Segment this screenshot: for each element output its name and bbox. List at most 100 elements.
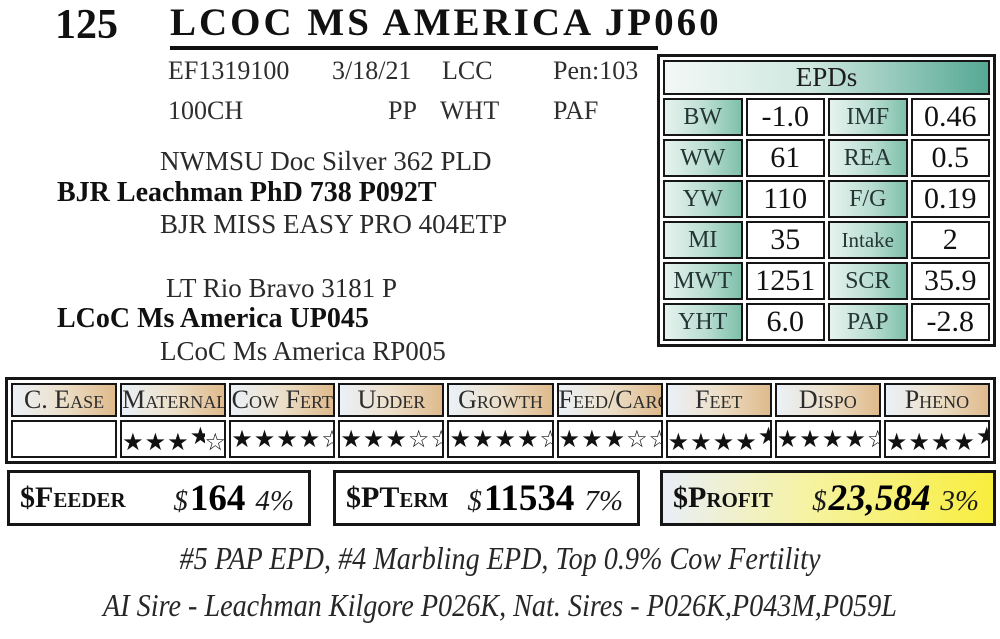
registration-number: EF1319100 (168, 56, 290, 85)
full-star-icon: ★ (449, 425, 472, 453)
half-star-icon: ★ (758, 422, 770, 450)
full-star-icon: ★ (667, 428, 691, 456)
full-star-icon: ★ (844, 425, 867, 453)
epd-table-title: EPDs (663, 60, 990, 95)
full-star-icon: ★ (516, 425, 540, 453)
status-code: PAF (553, 96, 599, 125)
epd-trait: REA (828, 139, 908, 177)
full-star-icon: ★ (122, 428, 145, 456)
full-star-icon: ★ (167, 428, 190, 456)
footnote-sires: AI Sire - Leachman Kilgore P026K, Nat. S… (103, 587, 897, 623)
epd-value: 61 (745, 139, 825, 177)
full-star-icon: ★ (799, 425, 822, 453)
feeder-accuracy: 4% (255, 484, 294, 517)
epd-value: 35 (745, 221, 825, 259)
trait-header-growth: Growth (447, 383, 554, 417)
epd-value: 2 (910, 221, 990, 259)
feeder-amount: 164 (189, 477, 246, 519)
epd-trait: F/G (828, 180, 908, 218)
epd-trait: WW (663, 139, 743, 177)
star-rating-cowfert: ★★★★☆ (229, 420, 336, 458)
trait-header-udder: Udder (338, 383, 445, 417)
trait-stars-row: ★★★★☆ ★★★★☆ ★★★☆☆ ★★★★☆ ★★★☆☆ ★★★★★ ★★★★… (11, 420, 990, 458)
outline-star-icon: ☆ (407, 425, 431, 453)
pedigree-dams-dam: LCoC Ms America RP005 (160, 336, 446, 366)
full-star-icon: ★ (471, 425, 495, 453)
outline-star-icon: ☆ (540, 425, 552, 453)
epd-value: 1251 (745, 262, 825, 300)
lot-number: 125 (55, 2, 118, 48)
star-rating-dispo: ★★★★☆ (774, 420, 881, 458)
full-star-icon: ★ (253, 425, 277, 453)
epd-row: YHT 6.0 PAP -2.8 (663, 303, 990, 341)
trait-header-feedcarc: Feed/Carc (556, 383, 663, 417)
trait-header-feet: Feet (665, 383, 772, 417)
outline-star-icon: ☆ (626, 425, 649, 453)
star-rating-maternal: ★★★★☆ (120, 420, 227, 458)
pterm-amount: 11534 (483, 477, 575, 519)
full-star-icon: ★ (362, 425, 386, 453)
pedigree-sires-sire: NWMSU Doc Silver 362 PLD (160, 146, 492, 176)
star-rating-cease (11, 420, 118, 458)
star-rating-pheno: ★★★★★ (883, 420, 990, 458)
full-star-icon: ★ (712, 428, 736, 456)
half-star-icon: ★ (190, 422, 205, 450)
full-star-icon: ★ (603, 425, 627, 453)
pterm-value-box: $PTerm $ 11534 7% (333, 470, 640, 526)
epd-trait: IMF (828, 98, 908, 136)
epd-trait: MI (663, 221, 743, 259)
birth-date: 3/18/21 (332, 56, 412, 85)
epd-row: MI 35 Intake 2 (663, 221, 990, 259)
feeder-value: $ 164 4% (173, 477, 294, 520)
full-star-icon: ★ (385, 425, 408, 453)
epd-trait: YW (663, 180, 743, 218)
epd-value: 0.5 (910, 139, 990, 177)
full-star-icon: ★ (735, 428, 758, 456)
full-star-icon: ★ (340, 425, 363, 453)
epd-trait: BW (663, 98, 743, 136)
outline-star-icon: ☆ (867, 425, 879, 453)
epd-value: 110 (745, 180, 825, 218)
full-star-icon: ★ (144, 428, 168, 456)
full-star-icon: ★ (581, 425, 604, 453)
epd-trait: YHT (663, 303, 743, 341)
profit-label: $Profit (673, 481, 773, 514)
epd-value: 0.19 (910, 180, 990, 218)
pen-number: Pen:103 (553, 56, 639, 85)
profit-accuracy: 3% (940, 484, 979, 517)
full-star-icon: ★ (231, 425, 254, 453)
pterm-accuracy: 7% (584, 484, 623, 517)
full-star-icon: ★ (558, 425, 582, 453)
pedigree-sire: BJR Leachman PhD 738 P092T (57, 177, 437, 208)
horn-status: PP (388, 96, 417, 125)
pedigree-dams-sire: LT Rio Bravo 3181 P (166, 273, 398, 303)
herd-code: LCC (442, 56, 493, 85)
half-star-icon: ★ (976, 422, 988, 450)
trait-header-cease: C. Ease (11, 383, 118, 417)
star-rating-feedcarc: ★★★☆☆ (556, 420, 663, 458)
feeder-value-box: $Feeder $ 164 4% (7, 470, 311, 526)
star-rating-feet: ★★★★★ (665, 420, 772, 458)
outline-star-icon: ☆ (430, 425, 442, 453)
epd-value: -1.0 (745, 98, 825, 136)
epd-row: MWT 1251 SCR 35.9 (663, 262, 990, 300)
full-star-icon: ★ (494, 425, 517, 453)
full-star-icon: ★ (930, 428, 954, 456)
animal-title: LCOC MS AMERICA JP060 (170, 0, 719, 50)
epd-row: WW 61 REA 0.5 (663, 139, 990, 177)
full-star-icon: ★ (953, 428, 976, 456)
epd-row: YW 110 F/G 0.19 (663, 180, 990, 218)
pedigree-sires-dam: BJR MISS EASY PRO 404ETP (160, 209, 508, 239)
epd-trait: SCR (828, 262, 908, 300)
epd-trait: MWT (663, 262, 743, 300)
dollar-sign: $ (467, 484, 482, 517)
epd-header-row: EPDs (663, 60, 990, 95)
trait-header-pheno: Pheno (883, 383, 990, 417)
pterm-value: $ 11534 7% (467, 477, 623, 520)
epd-value: 0.46 (910, 98, 990, 136)
breed-composition: 100CH (168, 96, 244, 125)
pedigree-dam: LCoC Ms America UP045 (57, 303, 369, 334)
pterm-label: $PTerm (346, 481, 449, 514)
full-star-icon: ★ (821, 425, 845, 453)
full-star-icon: ★ (776, 425, 800, 453)
